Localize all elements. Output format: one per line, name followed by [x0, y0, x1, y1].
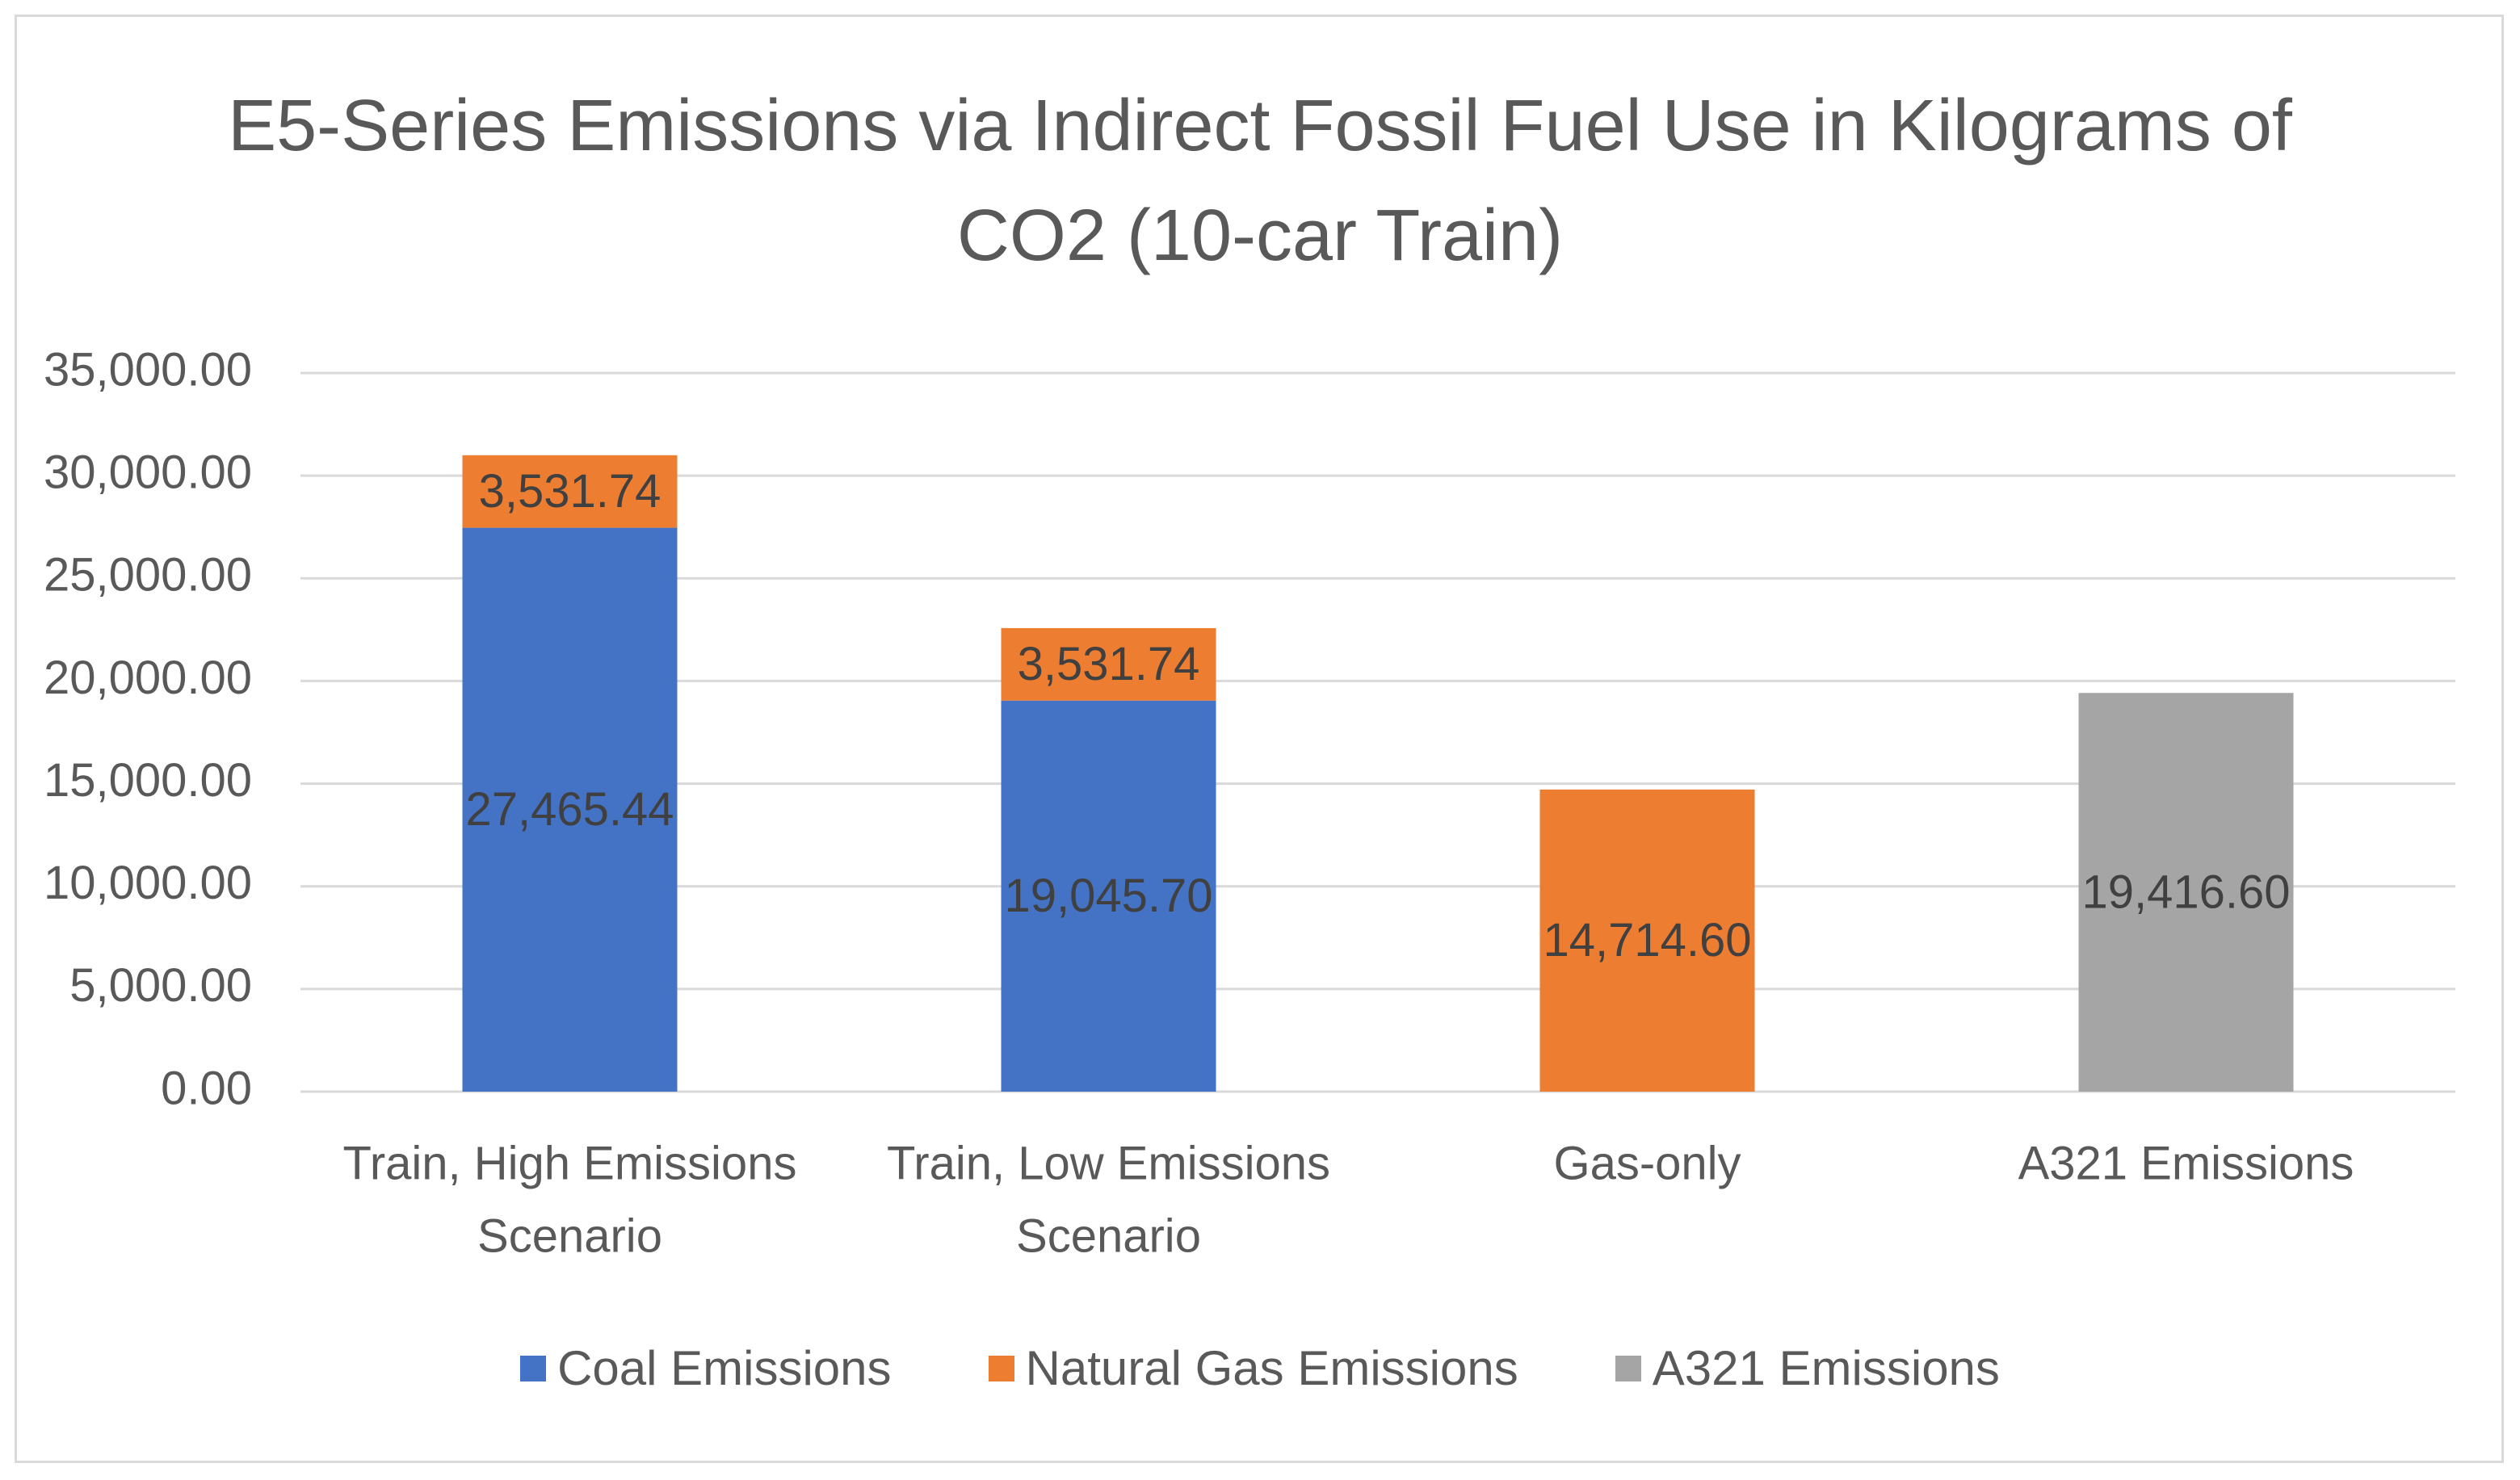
bar-segment [1001, 700, 1216, 1092]
legend-label: A321 Emissions [1652, 1341, 2000, 1395]
y-tick-label: 5,000.00 [69, 959, 252, 1012]
x-tick-label: Gas-only [1553, 1137, 1741, 1189]
data-label: 19,416.60 [2081, 866, 2290, 918]
bar-segment [462, 527, 678, 1092]
data-label: 14,714.60 [1543, 914, 1751, 966]
x-tick-label: Train, Low Emissions [887, 1137, 1330, 1189]
legend-swatch [988, 1355, 1014, 1381]
legend-swatch [520, 1355, 547, 1381]
data-label: 3,531.74 [1018, 638, 1200, 690]
y-tick-label: 15,000.00 [44, 754, 252, 807]
legend-item: Coal Emissions [520, 1340, 892, 1396]
chart-legend: Coal Emissions Natural Gas Emissions A321 … [0, 1340, 2520, 1396]
chart-title: E5-Series Emissions via Indirect Fossil … [0, 71, 2520, 291]
data-label: 3,531.74 [479, 465, 662, 518]
legend-label: Natural Gas Emissions [1025, 1341, 1518, 1395]
y-tick-label: 20,000.00 [44, 652, 252, 704]
y-tick-label: 25,000.00 [44, 549, 252, 602]
y-tick-label: 10,000.00 [44, 857, 252, 909]
y-tick-label: 35,000.00 [44, 343, 252, 396]
legend-item: Natural Gas Emissions [988, 1340, 1518, 1396]
legend-label: Coal Emissions [557, 1341, 892, 1395]
y-tick-label: 30,000.00 [44, 446, 252, 498]
x-tick-label: A321 Emissions [2018, 1137, 2354, 1189]
data-label: 27,465.44 [465, 783, 674, 836]
data-label: 19,045.70 [1004, 870, 1212, 922]
x-tick-label: Train, High Emissions [343, 1137, 797, 1189]
bar-segment [1001, 627, 1216, 701]
bar-segment [2078, 693, 2294, 1092]
x-tick-label: Scenario [477, 1210, 662, 1262]
legend-item: A321 Emissions [1615, 1340, 2000, 1396]
y-tick-label: 0.00 [161, 1062, 252, 1114]
chart-title-line-2: CO2 (10-car Train) [956, 195, 1564, 276]
legend-swatch [1615, 1355, 1641, 1381]
chart-title-line-1: E5-Series Emissions via Indirect Fossil … [228, 86, 2292, 166]
bar-segment [462, 455, 678, 528]
x-tick-label: Scenario [1016, 1210, 1201, 1262]
bar-segment [1539, 789, 1755, 1092]
